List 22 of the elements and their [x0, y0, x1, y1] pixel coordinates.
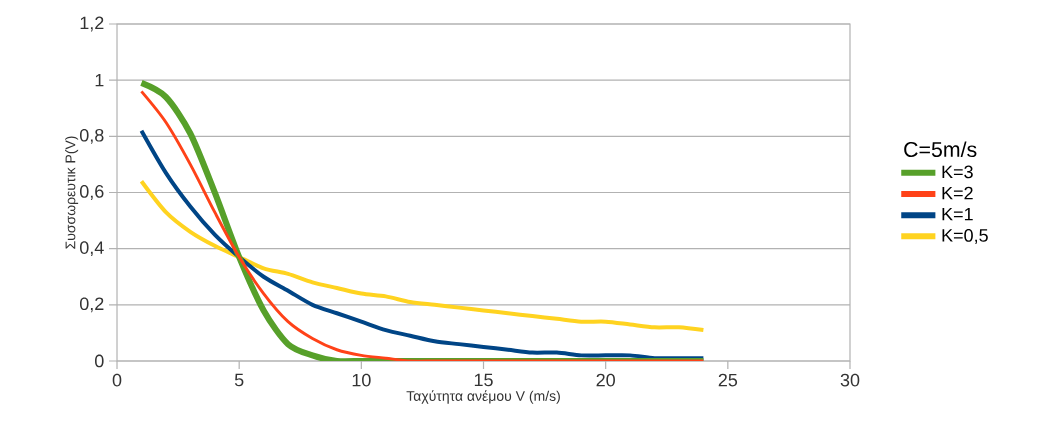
x-tick-label: 20	[596, 373, 615, 387]
y-tick-label: 0,8	[79, 128, 104, 144]
y-tick-label: 0,6	[79, 185, 104, 200]
x-tick-label: 10	[352, 373, 371, 387]
legend-label: K=0,5	[942, 229, 988, 244]
x-tick-label: 25	[718, 373, 738, 387]
legend-label: K=2	[942, 186, 973, 200]
y-axis-title: Συσσωρευτικ P(V)	[65, 136, 79, 249]
y-tick-label: 0,4	[79, 241, 104, 257]
x-axis-title: Ταχύτητα ανέμου V (m/s)	[406, 390, 560, 404]
y-tick-label: 1	[95, 73, 104, 87]
x-tick-label: 5	[234, 373, 244, 387]
legend-label: K=1	[942, 207, 973, 221]
x-tick-label: 15	[474, 373, 493, 387]
y-tick-label: 1,2	[80, 16, 104, 32]
y-tick-label: 0	[95, 354, 104, 368]
legend-label: K=3	[942, 165, 973, 179]
y-tick-label: 0,2	[79, 297, 104, 313]
x-tick-label: 30	[840, 373, 860, 387]
line-series	[139, 179, 706, 333]
x-tick-label: 0	[112, 373, 122, 387]
legend-title: C=5m/s	[904, 141, 977, 158]
